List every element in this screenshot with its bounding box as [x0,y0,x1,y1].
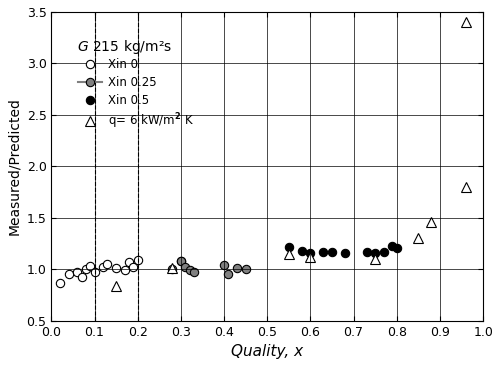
Y-axis label: Measured/Predicted: Measured/Predicted [7,97,21,235]
Legend: Xin 0, Xin 0.25, Xin 0.5, q= 6 kW/m$^{\mathbf{2}}$ K: Xin 0, Xin 0.25, Xin 0.5, q= 6 kW/m$^{\m… [74,55,197,135]
Text: $\mathbf{\mathit{G}}$ $\mathbf{\mathit{215}}$ kg/m²s: $\mathbf{\mathit{G}}$ $\mathbf{\mathit{2… [78,38,172,56]
X-axis label: Quality, x: Quality, x [231,344,304,359]
